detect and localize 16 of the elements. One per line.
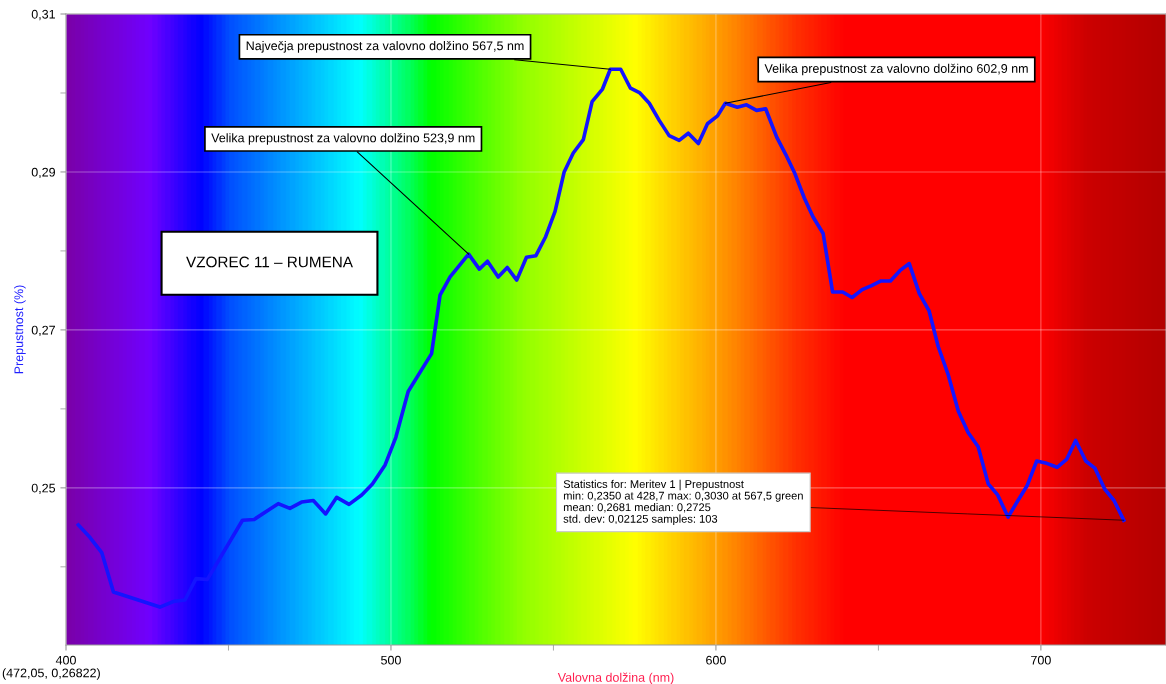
y-tick-label: 0,31 [31, 9, 55, 21]
annotation: VZOREC 11 – RUMENA [186, 256, 353, 268]
annotation: Velika prepustnost za valovno dolžino 523,9 nm [211, 133, 475, 145]
x-tick-label: 700 [1031, 655, 1051, 665]
annotation: Največja prepustnost za valovno dolžino 567,5 nm [246, 40, 524, 53]
x-axis-title: Valovna dolžina (nm) [557, 672, 674, 684]
annotation: Statistics for: Meritev 1 | Prepustnost min: 0,2350 at 428,7 max: 0,3030 at 567,5 green mean: 0,2681 median: 0,2725 std. dev: 0,02125 samples: 103 [563, 479, 803, 525]
y-tick-label: 0,27 [31, 325, 55, 337]
x-tick-label: 600 [706, 655, 726, 665]
x-tick-label: 400 [55, 655, 76, 665]
y-axis-title: Prepustnost (%) [14, 285, 26, 374]
annotation: Velika prepustnost za valovno dolžino 602,9 nm [764, 63, 1028, 76]
text: (472,05, 0,26822) [2, 668, 100, 680]
x-tick-label: 500 [381, 655, 401, 665]
y-tick-label: 0,29 [31, 167, 55, 179]
y-tick-label: 0,25 [31, 483, 56, 494]
